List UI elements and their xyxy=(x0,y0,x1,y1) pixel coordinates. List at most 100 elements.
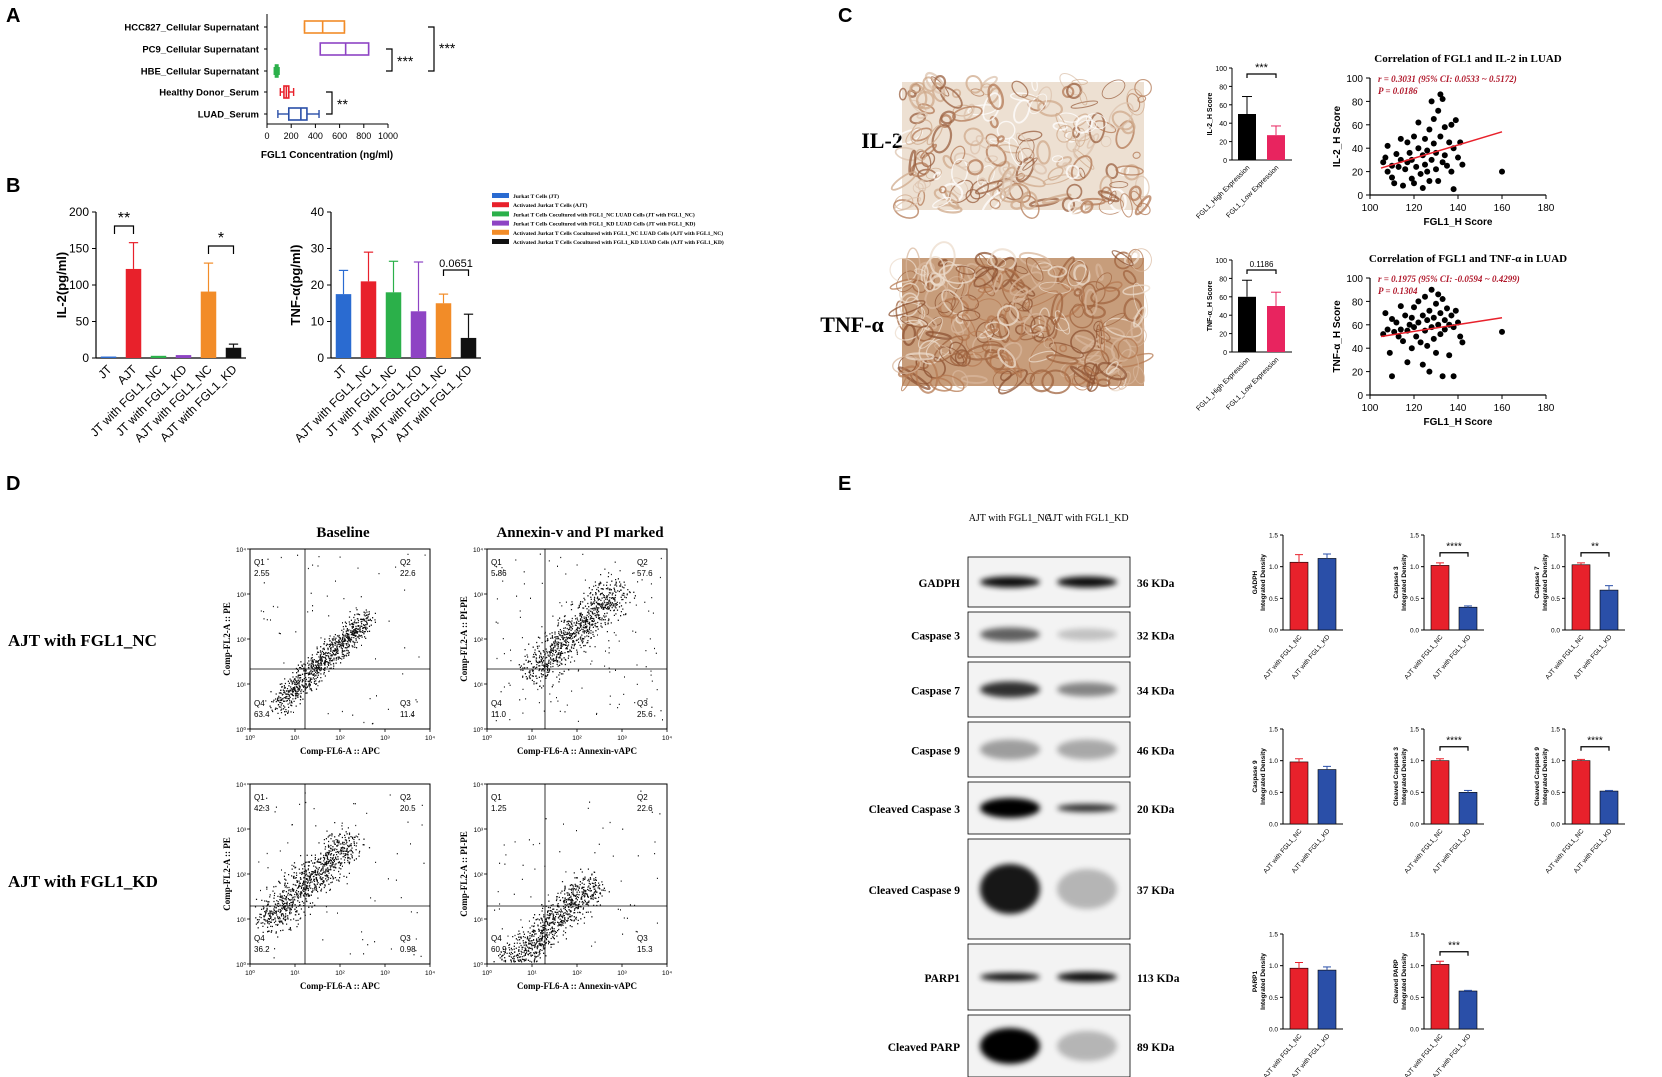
y-tick-label: 0.5 xyxy=(1551,790,1560,797)
y-tick-label: 0.5 xyxy=(1269,995,1278,1002)
data-point xyxy=(1424,317,1431,324)
data-point xyxy=(1433,349,1439,356)
quadrant-value: 63.4 xyxy=(254,710,270,719)
y-tick-label: 10¹ xyxy=(474,682,484,689)
tissue-structure xyxy=(1083,304,1106,319)
y-tick-label: 0.0 xyxy=(1551,628,1560,635)
sig-bracket xyxy=(1246,73,1277,78)
bar xyxy=(435,303,452,358)
quadrant-value: 57.6 xyxy=(637,569,653,578)
y-tick-label: 10¹ xyxy=(237,682,247,689)
y-tick-label: 10⁰ xyxy=(236,726,246,734)
tissue-structure xyxy=(1004,267,1026,288)
data-point xyxy=(1415,119,1422,126)
protein-label: PARP1 xyxy=(924,973,960,985)
x-tick-label: 600 xyxy=(332,131,347,141)
tissue-structure xyxy=(1029,93,1048,115)
tissue-structure xyxy=(1032,162,1047,175)
panel-c-ihc: IL-2 TNF-α 0 20 40 60 80 100 IL-2_H Score FGL1_Hi… xyxy=(820,53,1567,428)
category-label: FGL1_Low Expression xyxy=(1225,356,1280,411)
quadrant-name: Q2 xyxy=(637,558,648,567)
tissue-structure xyxy=(1095,272,1112,291)
y-axis-title: Integrated Density xyxy=(1260,953,1267,1010)
data-point xyxy=(1411,304,1417,311)
data-point xyxy=(1444,305,1450,312)
x-axis-title: Comp-FL6-A :: APC xyxy=(300,746,380,756)
data-point xyxy=(1450,373,1457,380)
fit-line xyxy=(1380,317,1503,338)
tissue-structure xyxy=(1109,181,1129,189)
kda-label: 113 KDa xyxy=(1137,973,1180,985)
tissue-structure xyxy=(1015,132,1033,160)
sig-label: ** xyxy=(1591,542,1599,553)
protein-label: Cleaved PARP xyxy=(888,1042,960,1054)
data-point xyxy=(1422,135,1428,142)
data-point xyxy=(1404,359,1411,366)
sig-bracket xyxy=(1439,552,1469,557)
tissue-structure xyxy=(975,135,991,149)
data-point xyxy=(1426,368,1433,375)
bar xyxy=(1458,990,1478,1030)
lane-label: AJT with FGL1_NC xyxy=(969,513,1052,524)
sig-bracket xyxy=(207,245,235,254)
sig-label: 0.1186 xyxy=(1250,260,1274,269)
tissue-structure xyxy=(1122,284,1151,296)
bar xyxy=(200,291,217,358)
tissue-structure xyxy=(890,171,918,191)
data-point xyxy=(1415,298,1422,305)
data-point xyxy=(1439,296,1446,303)
x-tick-label: 10² xyxy=(335,735,345,742)
bar xyxy=(1430,565,1450,631)
tissue-structure xyxy=(914,150,932,175)
y-tick-label: 20 xyxy=(1352,368,1364,379)
tissue-structure xyxy=(965,188,981,204)
tissue-structure xyxy=(1105,360,1119,375)
quadrant-name: Q3 xyxy=(637,699,648,708)
data-point xyxy=(1499,328,1505,335)
tissue-structure xyxy=(1080,200,1094,214)
tissue-structure xyxy=(1066,82,1082,99)
tissue-structure xyxy=(1001,170,1013,198)
y-tick-label: 0 xyxy=(1223,350,1227,357)
tissue-structure xyxy=(1102,312,1126,327)
box xyxy=(303,20,346,34)
tissue-structure xyxy=(915,90,935,110)
data-point xyxy=(1448,312,1455,319)
tissue-structure xyxy=(1039,281,1072,294)
quadrant-name: Q4 xyxy=(254,934,265,943)
data-point xyxy=(1402,312,1409,319)
tissue-structure xyxy=(1047,265,1068,278)
stat-r: r = 0.1975 (95% CI: -0.0594 ~ 0.4299) xyxy=(1378,274,1520,284)
bar xyxy=(100,356,117,358)
tissue-structure xyxy=(961,313,977,337)
data-point xyxy=(1430,140,1437,147)
data-point xyxy=(1424,168,1431,175)
tissue-structure xyxy=(987,83,1005,111)
data-point xyxy=(1459,161,1466,168)
bar xyxy=(1317,969,1337,1030)
kda-label: 32 KDa xyxy=(1137,631,1175,643)
tissue-structure xyxy=(959,294,980,310)
column-title: Baseline xyxy=(316,525,370,541)
tissue-structure xyxy=(1105,163,1119,180)
y-axis-title: Cleaved PARP xyxy=(1393,959,1400,1004)
y-axis-title: Comp-FL2-A :: PI-PE xyxy=(459,831,469,917)
quadrant-name: Q2 xyxy=(400,558,411,567)
tissue-structure xyxy=(1120,193,1133,218)
data-point xyxy=(1437,91,1444,98)
tissue-structure xyxy=(1134,195,1152,216)
kda-label: 36 KDa xyxy=(1137,578,1175,590)
tissue-structure xyxy=(952,105,983,122)
data-point xyxy=(1439,159,1446,166)
y-axis-title: Caspase 3 xyxy=(1393,566,1400,599)
category-label: FGL1_Low Expression xyxy=(1225,164,1280,219)
sig-label: *** xyxy=(1448,941,1460,952)
x-tick-label: 10³ xyxy=(380,970,390,977)
y-tick-label: 1.0 xyxy=(1551,758,1560,765)
y-tick-label: 40 xyxy=(311,205,325,219)
tissue-structure xyxy=(895,300,909,331)
y-tick-label: 10¹ xyxy=(237,917,247,924)
tissue-structure xyxy=(918,313,938,330)
y-axis-title: TNF-α(pg/ml) xyxy=(288,245,303,326)
data-point xyxy=(1384,142,1391,149)
